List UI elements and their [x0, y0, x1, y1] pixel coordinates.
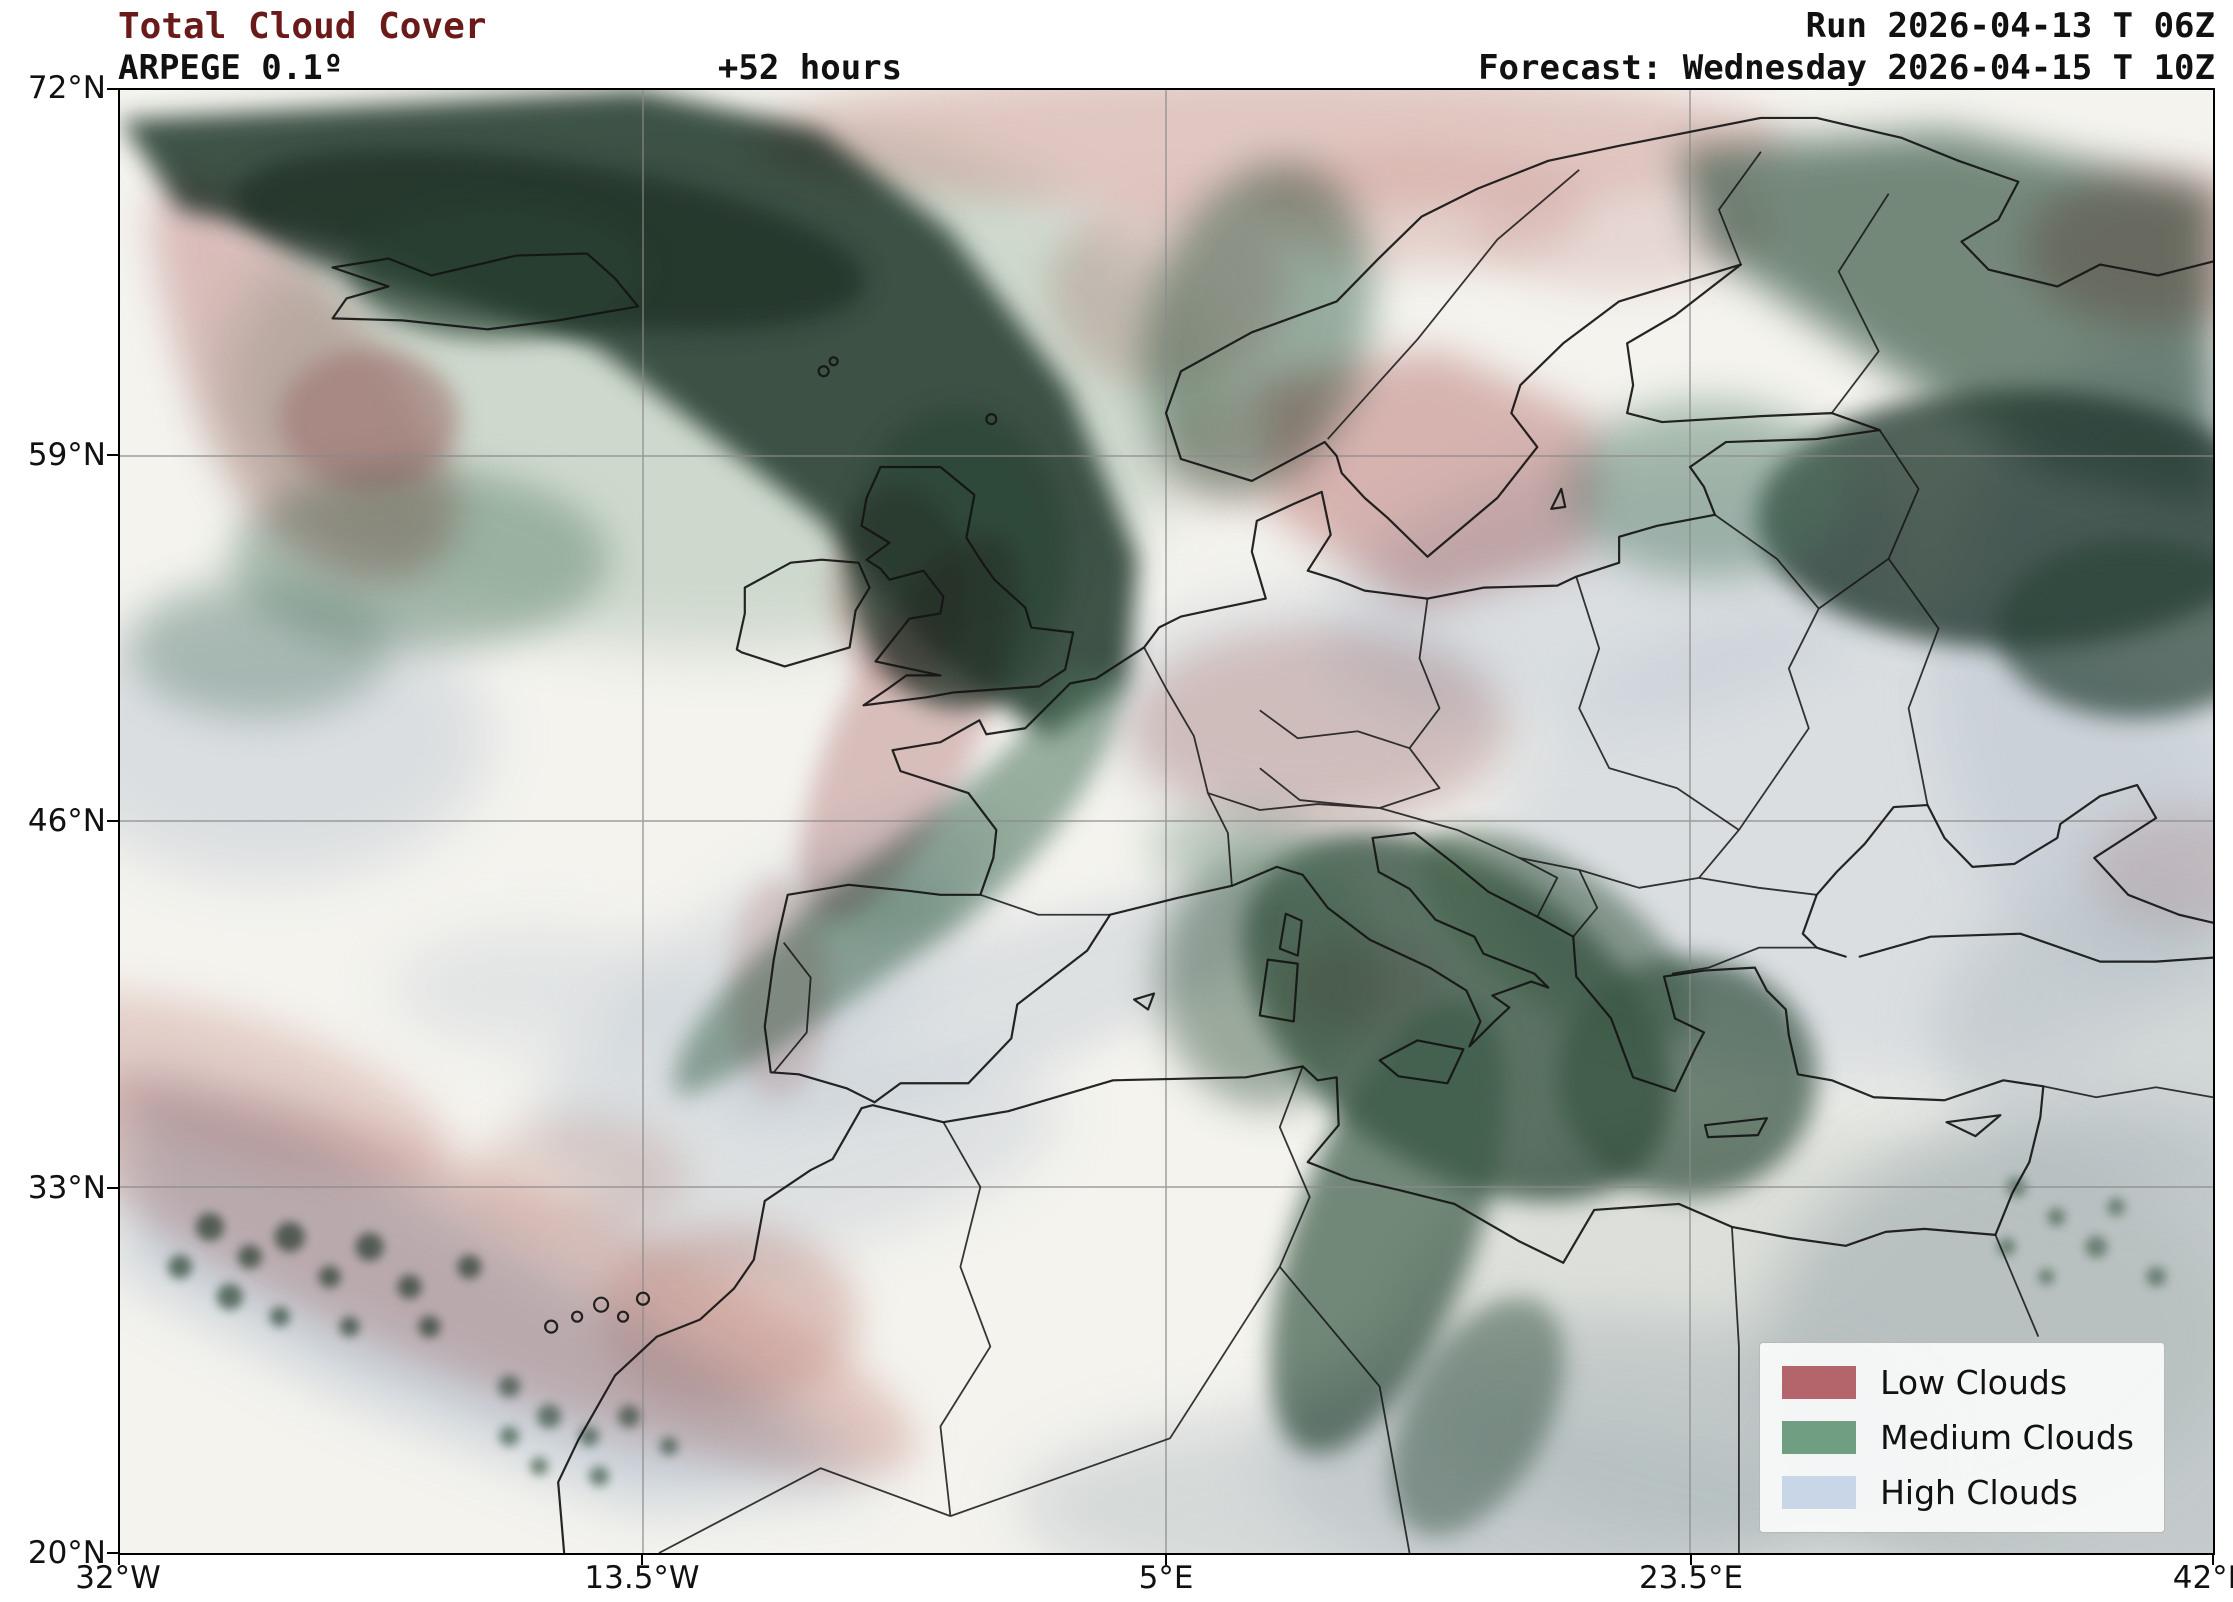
- low-clouds-layer: [120, 90, 2213, 1476]
- x-tick-label-42e: 42°E: [2172, 1560, 2233, 1596]
- forecast-time-label: Forecast: Wednesday 2026-04-15 T 10Z: [1478, 48, 2215, 88]
- x-tick-mark: [118, 1555, 120, 1565]
- y-tick-label-72n: 72°N: [27, 70, 106, 106]
- legend-row-high: High Clouds: [1782, 1473, 2134, 1512]
- legend-swatch-medium-clouds: [1782, 1421, 1857, 1454]
- legend-row-low: Low Clouds: [1782, 1363, 2134, 1402]
- legend-label-medium-clouds: Medium Clouds: [1880, 1418, 2134, 1457]
- x-tick-label-135w: 13.5°W: [584, 1560, 700, 1596]
- legend-label-low-clouds: Low Clouds: [1880, 1363, 2068, 1402]
- island-crete: [1703, 1117, 1768, 1139]
- legend-row-medium: Medium Clouds: [1782, 1418, 2134, 1457]
- y-tick-mark: [107, 820, 118, 822]
- coast-black-sea-south: [1858, 932, 2213, 963]
- lead-time-label: +52 hours: [717, 48, 903, 88]
- cloud-cover-map: [120, 90, 2213, 1553]
- y-tick-mark: [107, 1552, 118, 1554]
- y-tick-label-33n: 33°N: [27, 1170, 106, 1206]
- model-label: ARPEGE 0.1º: [118, 48, 344, 88]
- coast-atlantic-europe: [763, 428, 1881, 1104]
- x-tick-mark: [1690, 1555, 1692, 1565]
- map-title: Total Cloud Cover: [118, 6, 487, 47]
- y-tick-label-20n: 20°N: [27, 1535, 106, 1571]
- coast-ireland: [735, 558, 871, 668]
- x-tick-mark: [641, 1555, 643, 1565]
- coast-baltic: [1323, 263, 1881, 558]
- y-tick-mark: [107, 454, 118, 456]
- x-tick-label-235e: 23.5°E: [1638, 1560, 1744, 1596]
- islands-faroe-shetland: [817, 356, 998, 426]
- island-corsica: [1278, 912, 1303, 957]
- x-tick-label-5e: 5°E: [1138, 1560, 1194, 1596]
- y-tick-mark: [107, 88, 118, 90]
- island-sicily: [1378, 1039, 1465, 1085]
- y-tick-label-46n: 46°N: [27, 803, 106, 839]
- coast-kola-white-sea: [1957, 159, 2213, 288]
- x-tick-mark: [2212, 1555, 2214, 1565]
- coast-morocco-atlantic: [557, 1107, 863, 1553]
- grid-lines: [120, 90, 2213, 1553]
- y-tick-label-59n: 59°N: [27, 437, 106, 473]
- coast-iceland: [331, 252, 640, 331]
- legend-label-high-clouds: High Clouds: [1880, 1473, 2078, 1512]
- coast-great-britain: [860, 465, 1075, 707]
- coast-norway: [1164, 116, 1960, 483]
- islands-canaries: [544, 1291, 651, 1334]
- cumulus-speckles-middle-east: [1997, 1177, 2167, 1287]
- legend-swatch-low-clouds: [1782, 1366, 1857, 1399]
- country-borders-layer: [658, 151, 2213, 1553]
- island-cyprus: [1945, 1114, 2002, 1138]
- legend-swatch-high-clouds: [1782, 1476, 1857, 1509]
- run-time-label: Run 2026-04-13 T 06Z: [1805, 6, 2215, 46]
- coast-mediterranean: [860, 831, 2045, 1264]
- island-mallorca: [1132, 992, 1156, 1011]
- x-tick-label-32w: 32°W: [75, 1560, 161, 1596]
- island-gotland: [1550, 487, 1567, 510]
- legend: Low Clouds Medium Clouds High Clouds: [1759, 1342, 2165, 1533]
- coastlines-layer: [331, 116, 2213, 1553]
- y-tick-mark: [107, 1187, 118, 1189]
- x-tick-mark: [1165, 1555, 1167, 1565]
- island-sardinia: [1258, 958, 1299, 1023]
- coast-black-sea-north: [1801, 784, 2213, 958]
- plot-area: Low Clouds Medium Clouds High Clouds: [118, 88, 2215, 1555]
